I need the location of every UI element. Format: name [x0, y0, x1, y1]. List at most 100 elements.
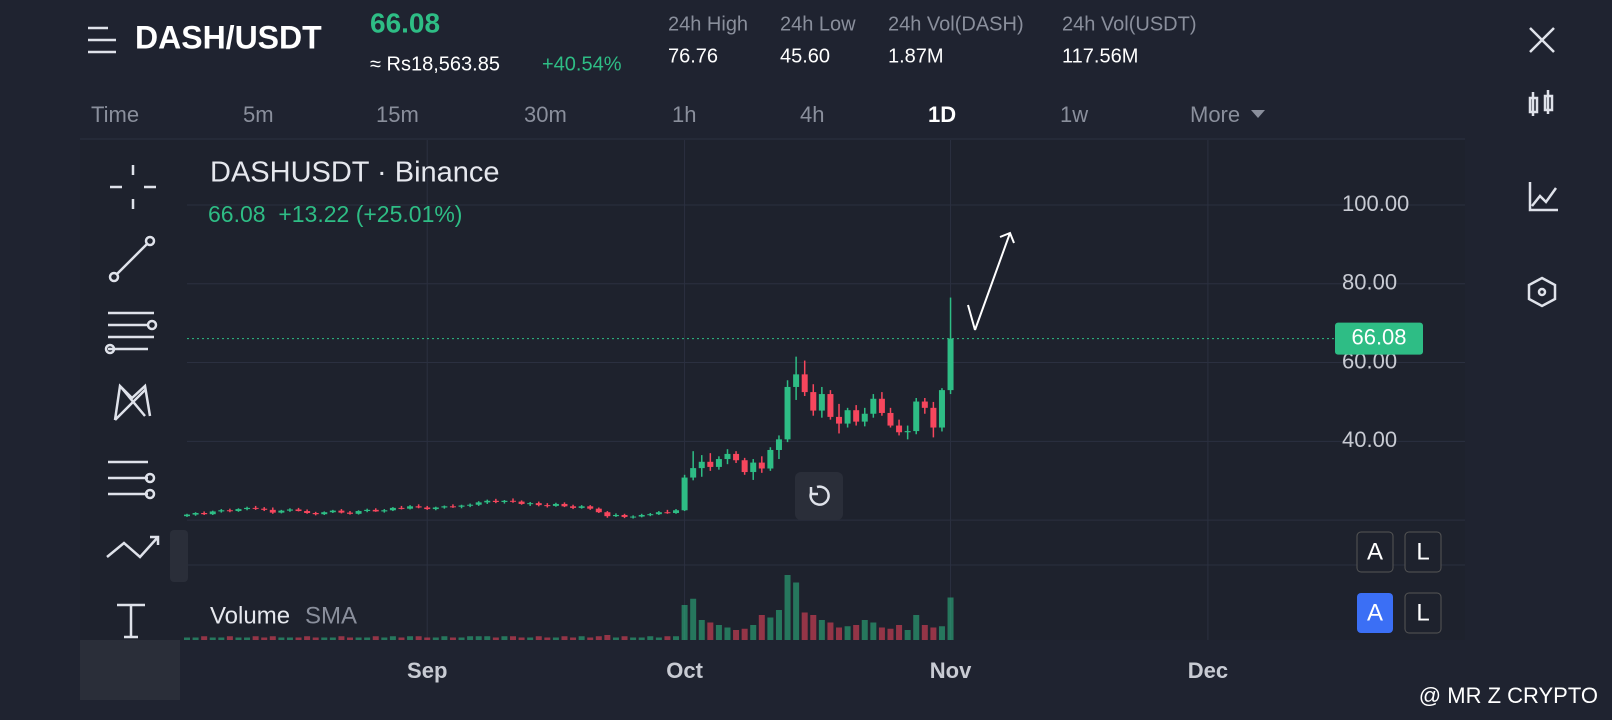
path-tool[interactable]: [106, 535, 160, 559]
candle-body: [364, 509, 371, 512]
candle-body: [269, 509, 276, 513]
volume-bar: [775, 610, 782, 640]
log-button[interactable]: [1404, 531, 1442, 573]
fib-tool[interactable]: [104, 311, 158, 355]
candle-body: [836, 416, 843, 424]
candle-icon[interactable]: [1528, 90, 1554, 116]
arrow-annotation: [967, 231, 1015, 331]
volume-bar: [415, 636, 422, 640]
volume-bar: [861, 620, 868, 640]
price: 66.08: [370, 7, 440, 38]
volume-bar: [750, 625, 757, 640]
volume-bar: [492, 637, 499, 640]
volume-bar: [604, 635, 611, 640]
candle-body: [552, 503, 559, 506]
candle-body: [818, 394, 825, 411]
candle-body: [784, 386, 791, 440]
volume-bar: [767, 617, 774, 640]
candle-body: [347, 512, 354, 514]
button-label: L: [1416, 599, 1429, 626]
indicator-icon[interactable]: [1528, 182, 1558, 212]
candle-body: [492, 500, 499, 502]
collapse-button[interactable]: [170, 530, 188, 582]
volume-bar: [321, 637, 328, 640]
candle-body: [758, 462, 765, 469]
timeframe: Time: [91, 102, 139, 127]
close-icon[interactable]: [1529, 27, 1555, 53]
menu-icon[interactable]: [88, 26, 116, 54]
stat-value: 45.60: [780, 45, 830, 67]
timeframe[interactable]: 5m: [243, 102, 274, 127]
candle-body: [304, 511, 311, 514]
crosshair-tool[interactable]: [110, 165, 156, 209]
button-label: A: [1367, 538, 1383, 565]
volume-bar: [630, 637, 637, 640]
candle-body: [312, 513, 319, 515]
volume-bar: [424, 637, 431, 640]
auto-button[interactable]: [1357, 593, 1393, 633]
volume-bar: [286, 637, 293, 640]
line-tool[interactable]: [108, 235, 156, 283]
volume-bar: [192, 637, 199, 640]
candle-body: [681, 477, 688, 511]
timeframe[interactable]: 1h: [672, 102, 696, 127]
candle-body: [741, 460, 748, 473]
candle-body: [578, 506, 585, 508]
chart-title: DASHUSDT · Binance: [210, 157, 500, 189]
volume-bar: [836, 627, 843, 640]
volume-label: Volume: [210, 602, 290, 629]
candle-body: [621, 514, 628, 517]
timeframe[interactable]: 4h: [800, 102, 824, 127]
pattern-tool[interactable]: [113, 383, 152, 421]
volume-bar: [930, 627, 937, 640]
volume-bar: [904, 630, 911, 640]
x-tick-label: Oct: [666, 658, 703, 683]
candle-body: [664, 512, 671, 514]
candle-body: [630, 516, 637, 518]
candle-body: [355, 511, 362, 514]
volume-bar: [878, 627, 885, 640]
timeframe[interactable]: 1D: [928, 102, 956, 127]
volume-bar: [510, 636, 517, 640]
candle-body: [527, 503, 534, 505]
volume-bar: [458, 637, 465, 640]
candle-body: [647, 514, 654, 516]
volume-bar: [896, 625, 903, 640]
stat-value: 76.76: [668, 45, 718, 67]
timeframe[interactable]: 1w: [1060, 102, 1088, 127]
volume-bar: [347, 637, 354, 640]
last-price-tag: [1335, 322, 1423, 355]
candle-body: [698, 461, 705, 469]
stat-label: 24h Vol(USDT): [1062, 13, 1197, 35]
candle-body: [544, 505, 551, 507]
reset-button[interactable]: [795, 472, 843, 520]
candle-body: [938, 390, 945, 428]
timeframe[interactable]: More: [1190, 102, 1240, 127]
volume-bar: [638, 637, 645, 640]
candle-body: [467, 504, 474, 506]
volume-bar: [398, 637, 405, 640]
symbol[interactable]: DASH/USDT: [135, 19, 322, 55]
timeframe[interactable]: 15m: [376, 102, 419, 127]
settings-icon[interactable]: [1527, 276, 1557, 308]
y-tick-label: 100.00: [1342, 191, 1409, 216]
candle-body: [398, 507, 405, 509]
auto-button[interactable]: [1356, 531, 1394, 573]
volume-bar: [295, 637, 302, 640]
text-tool[interactable]: [117, 603, 145, 639]
candle-body: [218, 510, 225, 512]
log-button[interactable]: [1404, 592, 1442, 634]
volume-bar: [938, 626, 945, 640]
volume-bar: [381, 637, 388, 640]
candle-body: [449, 506, 456, 508]
volume-bar: [235, 637, 242, 640]
candle-body: [930, 407, 937, 428]
reset-icon[interactable]: [809, 485, 830, 506]
candle-body: [733, 453, 740, 461]
candle-body: [861, 413, 868, 422]
candle-body: [441, 506, 448, 508]
timeframe[interactable]: 30m: [524, 102, 567, 127]
projection-tool[interactable]: [108, 460, 156, 500]
candle-body: [235, 509, 242, 512]
candle-body: [801, 374, 808, 393]
